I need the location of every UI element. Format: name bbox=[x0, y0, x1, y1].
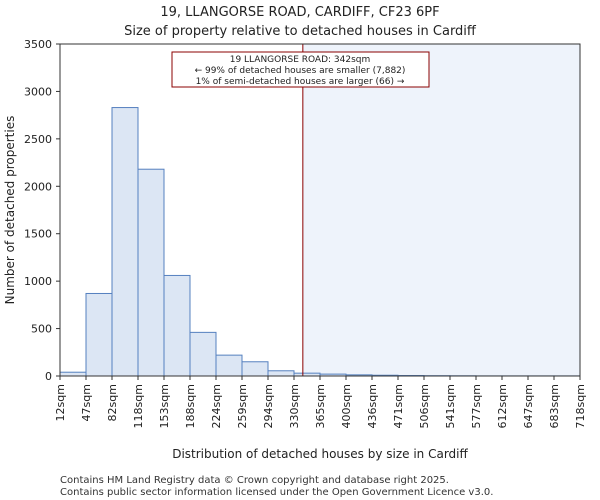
x-tick-label: 153sqm bbox=[158, 384, 171, 428]
y-tick-label: 3500 bbox=[24, 38, 52, 51]
bars bbox=[59, 107, 581, 377]
x-tick-label: 541sqm bbox=[444, 384, 457, 428]
x-tick-label: 294sqm bbox=[262, 384, 275, 428]
x-tick-label: 612sqm bbox=[496, 384, 509, 428]
bar-153sqm bbox=[163, 274, 191, 377]
annotation-line-2: ← 99% of detached houses are smaller (7,… bbox=[195, 66, 406, 76]
bar-294sqm bbox=[267, 370, 295, 377]
x-tick-label: 224sqm bbox=[210, 384, 223, 428]
annotation-frame bbox=[171, 51, 430, 88]
bar-118sqm bbox=[137, 168, 165, 377]
y-tick-label: 1500 bbox=[24, 228, 52, 241]
x-tick-label: 400sqm bbox=[340, 384, 353, 428]
annotation-line-1: 19 LLANGORSE ROAD: 342sqm bbox=[230, 55, 371, 65]
bar-12sqm bbox=[59, 371, 87, 377]
bar-82sqm bbox=[111, 107, 139, 377]
x-tick-label: 718sqm bbox=[574, 384, 587, 428]
x-axis-label: Distribution of detached houses by size … bbox=[172, 447, 468, 461]
y-axis-ticks: 0 500 1000 1500 2000 2500 3000 3500 bbox=[24, 38, 60, 383]
y-tick-label: 500 bbox=[31, 323, 52, 336]
annotation-box: 19 LLANGORSE ROAD: 342sqm ← 99% of detac… bbox=[171, 51, 430, 88]
x-tick-label: 47sqm bbox=[80, 384, 93, 421]
x-tick-label: 330sqm bbox=[288, 384, 301, 428]
footer-line-2: Contains public sector information licen… bbox=[60, 487, 493, 498]
x-tick-label: 471sqm bbox=[392, 384, 405, 428]
x-axis-ticks: 12sqm 47sqm 82sqm 118sqm 153sqm 188sqm 224sqm 2… bbox=[54, 376, 587, 428]
y-axis-label: Number of detached properties bbox=[3, 116, 17, 305]
annotation-line-3: 1% of semi-detached houses are larger (6… bbox=[196, 77, 405, 87]
y-tick-label: 2000 bbox=[24, 180, 52, 193]
x-tick-label: 118sqm bbox=[132, 384, 145, 428]
larger-region bbox=[302, 44, 580, 376]
x-tick-label: 82sqm bbox=[106, 384, 119, 421]
bar-224sqm bbox=[215, 354, 243, 377]
y-tick-label: 2500 bbox=[24, 133, 52, 146]
bar-259sqm bbox=[241, 361, 269, 377]
bar-188sqm bbox=[189, 331, 217, 377]
x-tick-label: 436sqm bbox=[366, 384, 379, 428]
x-tick-label: 188sqm bbox=[184, 384, 197, 428]
bar-47sqm bbox=[85, 292, 113, 377]
y-tick-label: 1000 bbox=[24, 275, 52, 288]
x-tick-label: 506sqm bbox=[418, 384, 431, 428]
x-tick-label: 683sqm bbox=[548, 384, 561, 428]
y-tick-label: 0 bbox=[45, 370, 52, 383]
x-tick-label: 577sqm bbox=[470, 384, 483, 428]
chart-title: 19, LLANGORSE ROAD, CARDIFF, CF23 6PF bbox=[160, 5, 439, 20]
y-tick-label: 3000 bbox=[24, 85, 52, 98]
x-tick-label: 365sqm bbox=[314, 384, 327, 428]
footer-line-1: Contains HM Land Registry data © Crown c… bbox=[60, 475, 449, 486]
x-tick-label: 647sqm bbox=[522, 384, 535, 428]
x-tick-label: 259sqm bbox=[236, 384, 249, 428]
x-tick-label: 12sqm bbox=[54, 384, 67, 421]
chart-subtitle: Size of property relative to detached ho… bbox=[124, 24, 477, 39]
plot-area: 0 500 1000 1500 2000 2500 3000 3500 12sqm 47sqm 8… bbox=[24, 38, 587, 428]
